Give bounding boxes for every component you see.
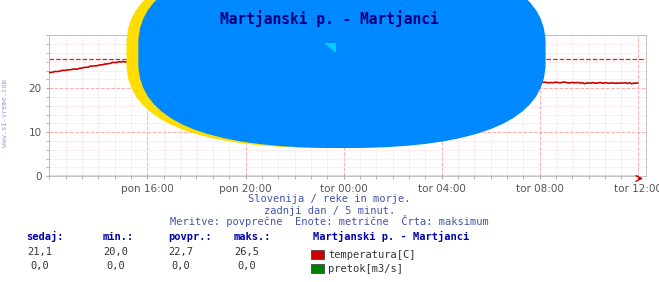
Text: 26,5: 26,5 [235, 247, 260, 257]
Text: 0,0: 0,0 [172, 261, 190, 271]
Text: 22,7: 22,7 [169, 247, 194, 257]
Text: 21,1: 21,1 [27, 247, 52, 257]
Text: www.si-vreme.com: www.si-vreme.com [221, 100, 474, 126]
Text: temperatura[C]: temperatura[C] [328, 250, 416, 260]
Text: zadnji dan / 5 minut.: zadnji dan / 5 minut. [264, 206, 395, 216]
Text: maks.:: maks.: [234, 232, 272, 242]
Text: 0,0: 0,0 [30, 261, 49, 271]
Text: povpr.:: povpr.: [168, 232, 212, 242]
Text: Martjanski p. - Martjanci: Martjanski p. - Martjanci [220, 10, 439, 27]
Text: 0,0: 0,0 [106, 261, 125, 271]
Text: Meritve: povprečne  Enote: metrične  Črta: maksimum: Meritve: povprečne Enote: metrične Črta:… [170, 215, 489, 227]
Text: min.:: min.: [102, 232, 133, 242]
Text: Martjanski p. - Martjanci: Martjanski p. - Martjanci [313, 231, 469, 242]
Text: pretok[m3/s]: pretok[m3/s] [328, 264, 403, 274]
Text: 20,0: 20,0 [103, 247, 128, 257]
Text: Slovenija / reke in morje.: Slovenija / reke in morje. [248, 195, 411, 204]
Text: 0,0: 0,0 [238, 261, 256, 271]
Text: www.si-vreme.com: www.si-vreme.com [2, 79, 9, 147]
Text: sedaj:: sedaj: [26, 231, 64, 242]
